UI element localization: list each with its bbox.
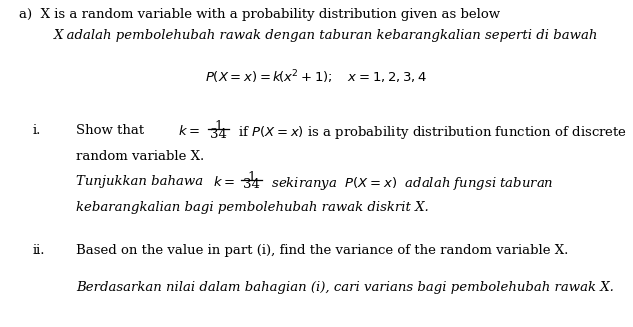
Text: $\mathit{k} =$: $\mathit{k} =$ (213, 175, 235, 189)
Text: 34: 34 (210, 128, 227, 141)
Text: i.: i. (33, 124, 41, 137)
Text: 34: 34 (243, 178, 260, 191)
Text: ii.: ii. (33, 244, 46, 257)
Text: $\mathit{P}(\mathit{X}=\mathit{x})=\mathit{k}\!\left(\mathit{x}^{2}+1\right);\qu: $\mathit{P}(\mathit{X}=\mathit{x})=\math… (205, 69, 428, 86)
Text: $\mathit{k} =$: $\mathit{k} =$ (178, 124, 200, 138)
Text: Tunjukkan bahawa: Tunjukkan bahawa (76, 175, 211, 188)
Text: kebarangkalian bagi pembolehubah rawak diskrit X.: kebarangkalian bagi pembolehubah rawak d… (76, 201, 429, 214)
Text: 1: 1 (214, 120, 223, 133)
Text: Show that: Show that (76, 124, 153, 137)
Text: 1: 1 (247, 171, 256, 184)
Text: if $\mathit{P}(\mathit{X}=\mathit{x})$ is a probability distribution function of: if $\mathit{P}(\mathit{X}=\mathit{x})$ i… (234, 124, 627, 141)
Text: Based on the value in part (i), find the variance of the random variable X.: Based on the value in part (i), find the… (76, 244, 568, 257)
Text: a)  X is a random variable with a probability distribution given as below: a) X is a random variable with a probabi… (19, 8, 500, 21)
Text: sekiranya  $\mathit{P}(\mathit{X}=\mathit{x})$  adalah fungsi taburan: sekiranya $\mathit{P}(\mathit{X}=\mathit… (267, 175, 554, 192)
Text: Berdasarkan nilai dalam bahagian (i), cari varians bagi pembolehubah rawak X.: Berdasarkan nilai dalam bahagian (i), ca… (76, 281, 614, 294)
Text: X adalah pembolehubah rawak dengan taburan kebarangkalian seperti di bawah: X adalah pembolehubah rawak dengan tabur… (54, 29, 598, 43)
Text: random variable X.: random variable X. (76, 150, 204, 164)
